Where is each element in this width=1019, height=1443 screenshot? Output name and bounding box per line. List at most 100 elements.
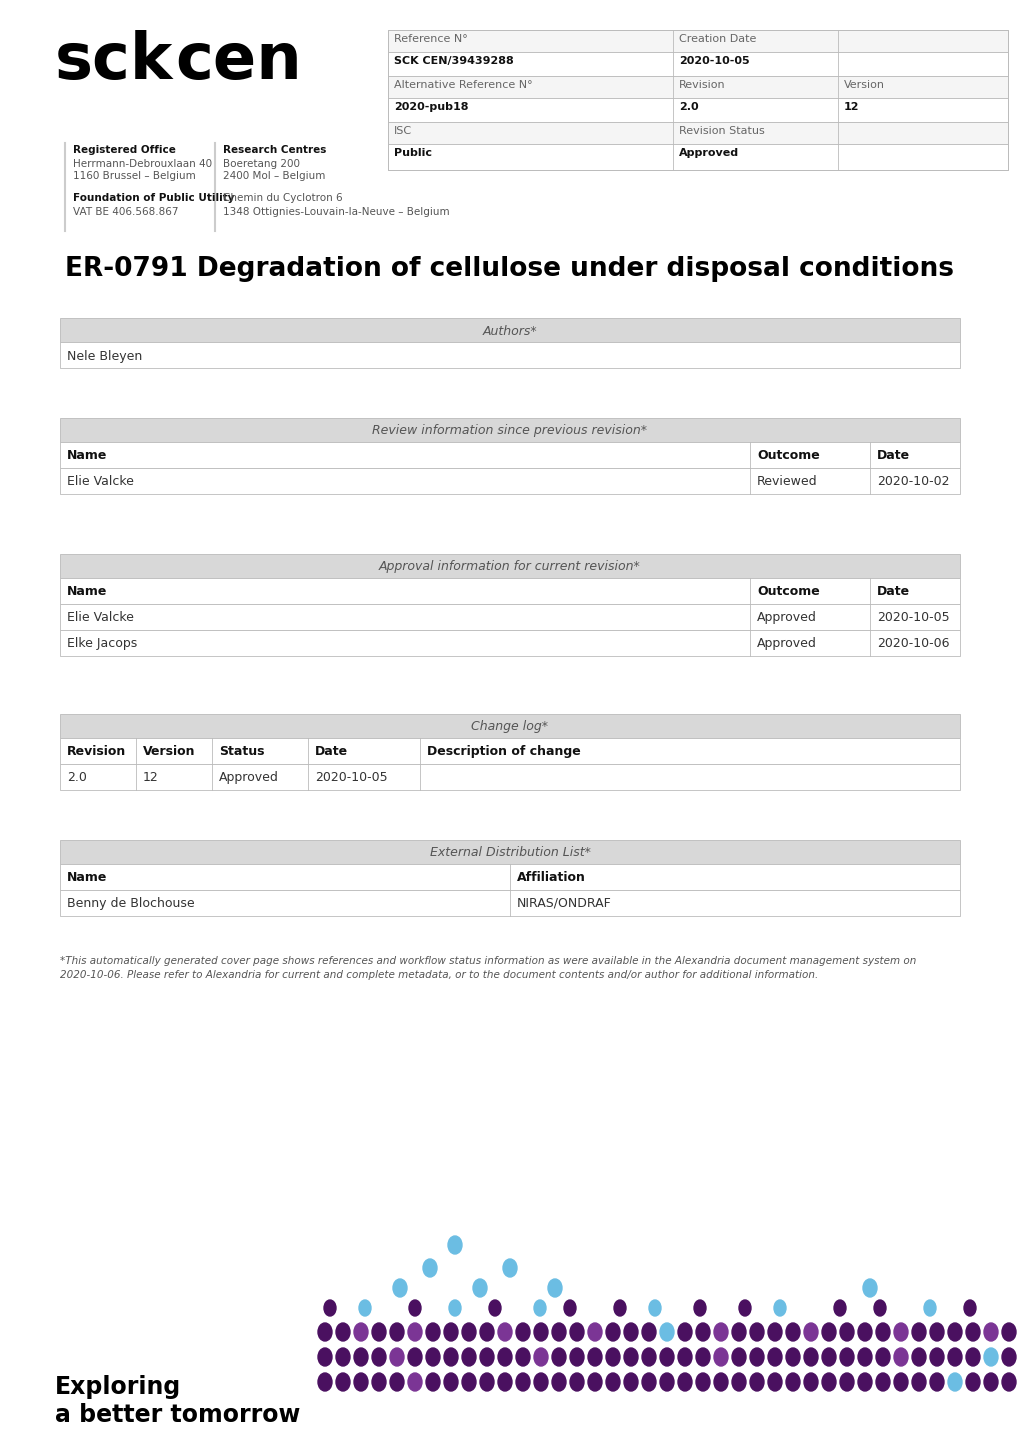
Ellipse shape [534,1323,547,1341]
Ellipse shape [1001,1348,1015,1367]
Text: 2020-10-05: 2020-10-05 [876,610,949,623]
Bar [60,737,959,763]
Ellipse shape [840,1372,853,1391]
Ellipse shape [947,1323,961,1341]
Text: VAT BE 406.568.867: VAT BE 406.568.867 [73,206,178,216]
Text: Outcome: Outcome [756,584,819,597]
Ellipse shape [408,1348,422,1367]
Text: Change log*: Change log* [471,720,548,733]
Ellipse shape [335,1372,350,1391]
Ellipse shape [929,1348,943,1367]
Text: Registered Office: Registered Office [73,144,175,154]
Bar [60,864,959,890]
Text: Description of change: Description of change [427,745,580,758]
Ellipse shape [605,1323,620,1341]
Text: 1160 Brussel – Belgium: 1160 Brussel – Belgium [73,172,196,180]
Text: Reviewed: Reviewed [756,475,817,488]
Ellipse shape [732,1348,745,1367]
Ellipse shape [659,1372,674,1391]
Ellipse shape [767,1323,782,1341]
Ellipse shape [749,1348,763,1367]
Bar [60,840,959,864]
Text: Foundation of Public Utility: Foundation of Public Utility [73,193,234,203]
Ellipse shape [318,1372,331,1391]
Ellipse shape [641,1372,655,1391]
Text: Version: Version [843,79,884,89]
Ellipse shape [551,1348,566,1367]
Ellipse shape [713,1323,728,1341]
Ellipse shape [426,1372,439,1391]
Text: cen: cen [175,30,302,92]
Ellipse shape [840,1348,853,1367]
Text: 1348 Ottignies-Louvain-la-Neuve – Belgium: 1348 Ottignies-Louvain-la-Neuve – Belgiu… [223,206,449,216]
Ellipse shape [408,1323,422,1341]
Text: Boeretang 200: Boeretang 200 [223,159,300,169]
Ellipse shape [570,1323,584,1341]
Ellipse shape [965,1372,979,1391]
Text: ER-0791 Degradation of cellulose under disposal conditions: ER-0791 Degradation of cellulose under d… [65,255,954,281]
Ellipse shape [497,1323,512,1341]
Ellipse shape [749,1323,763,1341]
Ellipse shape [695,1372,709,1391]
Ellipse shape [965,1323,979,1341]
Ellipse shape [862,1278,876,1297]
Ellipse shape [767,1372,782,1391]
Text: Approval information for current revision*: Approval information for current revisio… [379,560,640,573]
Ellipse shape [659,1348,674,1367]
Ellipse shape [534,1300,545,1316]
Ellipse shape [821,1372,836,1391]
Ellipse shape [732,1323,745,1341]
Text: 2020-10-02: 2020-10-02 [876,475,949,488]
Ellipse shape [488,1300,500,1316]
Ellipse shape [480,1372,493,1391]
Ellipse shape [624,1348,637,1367]
Ellipse shape [857,1323,871,1341]
Text: Status: Status [219,745,264,758]
Text: Approved: Approved [679,149,739,157]
Bar [60,468,959,494]
Text: Date: Date [315,745,347,758]
Text: Approved: Approved [756,636,816,649]
Text: Revision Status: Revision Status [679,126,764,136]
Text: Date: Date [876,449,909,462]
Bar [60,605,959,631]
Bar [387,144,1007,170]
Bar [60,554,959,579]
Ellipse shape [372,1372,385,1391]
Ellipse shape [587,1348,601,1367]
Ellipse shape [786,1348,799,1367]
Ellipse shape [462,1372,476,1391]
Text: *This automatically generated cover page shows references and workflow status in: *This automatically generated cover page… [60,957,915,965]
Text: Research Centres: Research Centres [223,144,326,154]
Text: Revision: Revision [679,79,725,89]
Ellipse shape [426,1323,439,1341]
Ellipse shape [983,1323,997,1341]
Ellipse shape [893,1372,907,1391]
Ellipse shape [480,1323,493,1341]
Ellipse shape [965,1348,979,1367]
Bar [60,342,959,368]
Ellipse shape [821,1348,836,1367]
Bar [387,30,1007,52]
Ellipse shape [803,1323,817,1341]
Ellipse shape [372,1348,385,1367]
Ellipse shape [359,1300,371,1316]
Ellipse shape [732,1372,745,1391]
Text: 2020-10-06. Please refer to Alexandria for current and complete metadata, or to : 2020-10-06. Please refer to Alexandria f… [60,970,817,980]
Ellipse shape [335,1323,350,1341]
Ellipse shape [624,1323,637,1341]
Ellipse shape [551,1372,566,1391]
Text: NIRAS/ONDRAF: NIRAS/ONDRAF [517,898,611,911]
Ellipse shape [448,1300,461,1316]
Ellipse shape [840,1323,853,1341]
Ellipse shape [392,1278,407,1297]
Text: Affiliation: Affiliation [517,872,585,885]
Ellipse shape [587,1372,601,1391]
Ellipse shape [875,1348,890,1367]
Ellipse shape [739,1300,750,1316]
Ellipse shape [354,1348,368,1367]
Text: External Distribution List*: External Distribution List* [429,846,590,859]
Text: Creation Date: Creation Date [679,35,756,43]
Ellipse shape [893,1348,907,1367]
Bar [387,98,1007,123]
